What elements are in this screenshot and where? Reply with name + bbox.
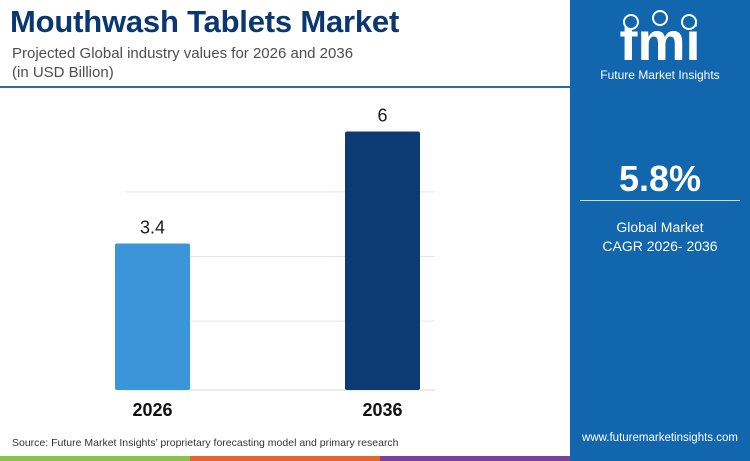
title-divider	[0, 86, 570, 88]
globe-icon	[623, 14, 639, 30]
x-tick-label-2026: 2026	[132, 400, 172, 420]
cagr-divider	[580, 200, 740, 201]
globe-icon	[652, 10, 668, 26]
subtitle: Projected Global industry values for 202…	[12, 44, 353, 82]
cagr-value: 5.8%	[618, 158, 702, 199]
cagr-label-line-1: Global Market	[616, 219, 704, 235]
data-label-2026: 3.4	[140, 218, 165, 238]
bar-2036	[345, 131, 420, 391]
bottom-bar-segment-orange	[190, 456, 380, 461]
bar-chart: 3.4 2026 6 2036	[115, 106, 435, 420]
bottom-bar-segment-green	[0, 456, 190, 461]
data-label-2036: 6	[377, 106, 387, 126]
website-url: www.futuremarketinsights.com	[582, 432, 738, 444]
x-tick-label-2036: 2036	[362, 400, 402, 420]
bar-2026	[115, 243, 190, 390]
cagr-label-line-2: CAGR 2026- 2036	[602, 238, 718, 254]
bottom-bar-segment-purple	[380, 456, 570, 461]
fmi-logo: fmi	[620, 10, 701, 68]
source-note: Source: Future Market Insights’ propriet…	[12, 437, 399, 449]
cagr-label: Global Market CAGR 2026- 2036	[570, 218, 750, 256]
logo-text: Future Market Insights	[600, 68, 720, 82]
bottom-color-bar	[0, 456, 570, 461]
globe-icons	[623, 10, 697, 30]
sidebar-panel: fmi Future Market Insights 5.8% Global M…	[570, 0, 750, 461]
subtitle-line-1: Projected Global industry values for 202…	[12, 45, 354, 62]
globe-icon	[681, 14, 697, 30]
subtitle-line-2: (in USD Billion)	[12, 64, 114, 81]
page-title: Mouthwash Tablets Market	[10, 4, 400, 39]
